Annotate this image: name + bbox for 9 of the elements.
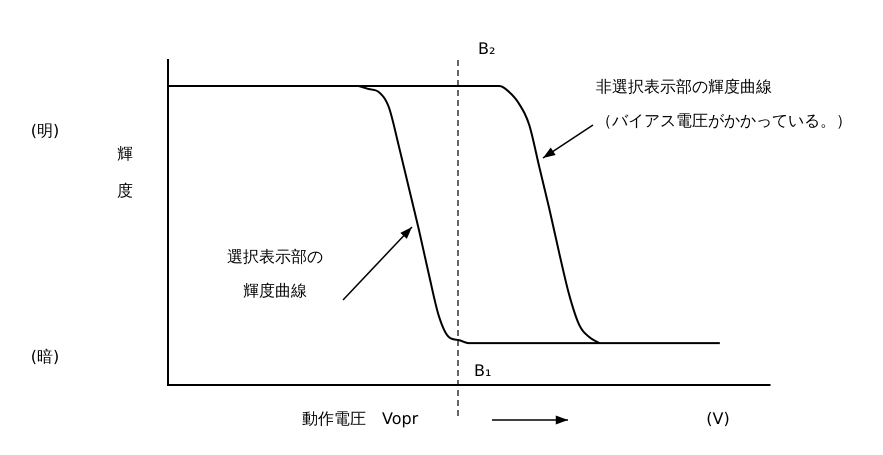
text: (暗) — [30, 347, 60, 366]
y-axis-title: 輝度 — [117, 144, 133, 200]
text: (明) — [30, 121, 60, 140]
annotation: 非選択表示部の輝度曲線（バイアス電圧がかかっている。） — [596, 77, 852, 130]
x-axis-title: 動作電圧 Vopr — [302, 409, 419, 428]
text: B₂ — [478, 39, 496, 58]
text: (V) — [706, 409, 730, 428]
annotation: B₁ — [474, 361, 492, 380]
annotation: 選択表示部の輝度曲線 — [227, 247, 323, 300]
